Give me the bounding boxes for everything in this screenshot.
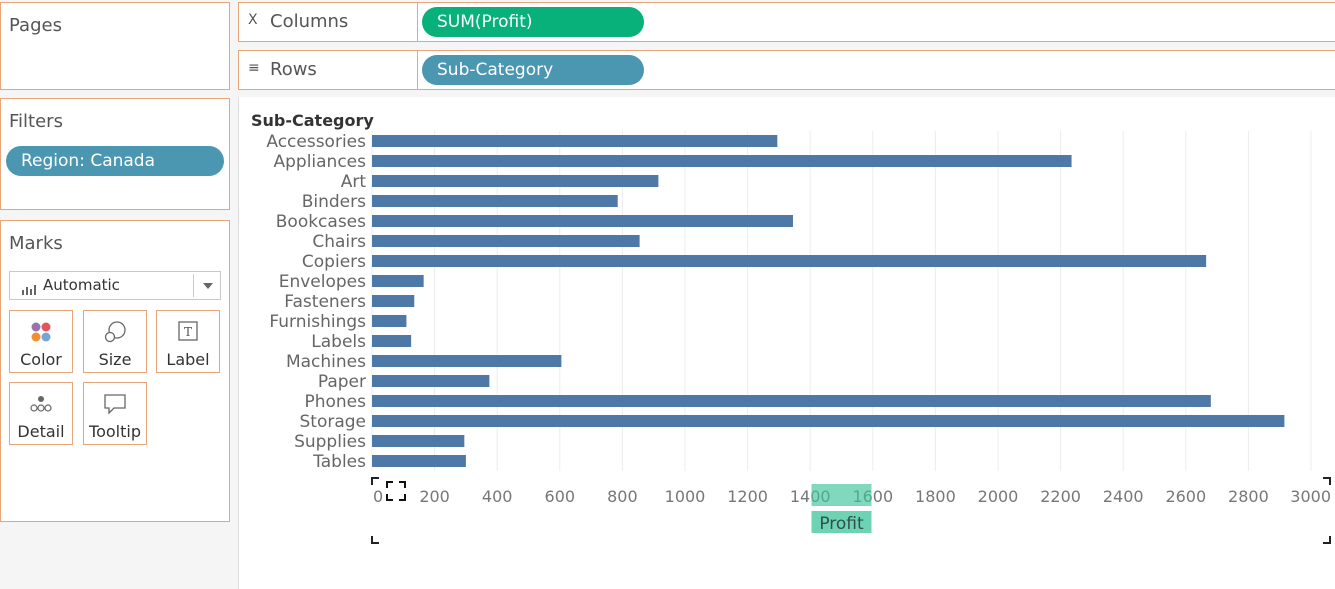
filters-panel: Filters Region: Canada — [0, 98, 230, 210]
bar[interactable] — [372, 275, 424, 287]
bar-chart: Sub-Category AccessoriesAppliancesArtBind… — [251, 111, 1331, 544]
viz-area: Sub-Category Accessories Appliances Art Bind… — [239, 97, 1335, 589]
bar[interactable] — [372, 455, 466, 467]
marks-panel: Marks Automatic Color Size T Label Detai… — [0, 220, 230, 522]
filters-title: Filters — [9, 111, 63, 132]
left-pane-divider — [238, 97, 239, 589]
category-label: Appliances — [273, 152, 366, 172]
bar[interactable] — [372, 395, 1211, 407]
x-tick-label: 1200 — [727, 487, 768, 506]
axis-title-highlight — [811, 511, 872, 533]
bar[interactable] — [372, 195, 618, 207]
rows-shelf[interactable]: ≡ Rows Sub-Category — [238, 50, 1335, 90]
category-label: Machines — [286, 352, 366, 372]
bar[interactable] — [372, 155, 1072, 167]
bar[interactable] — [372, 175, 659, 187]
category-label: Copiers — [302, 252, 366, 272]
columns-icon: Ⅹ — [248, 12, 258, 28]
category-label: Storage — [299, 412, 366, 432]
x-tick-label: 2800 — [1228, 487, 1269, 506]
category-label: Accessories — [266, 132, 366, 152]
x-tick-label: 600 — [545, 487, 576, 506]
category-label: Binders — [302, 192, 366, 212]
pages-title: Pages — [9, 15, 62, 36]
category-label: Labels — [311, 332, 366, 352]
label-card[interactable]: T Label — [156, 310, 220, 373]
bar[interactable] — [372, 215, 793, 227]
x-tick-label: 2400 — [1103, 487, 1144, 506]
columns-shelf-label: Ⅹ Columns — [239, 3, 418, 41]
mark-type-value: Automatic — [43, 276, 120, 294]
x-tick-label: 2600 — [1165, 487, 1206, 506]
category-label: Art — [341, 172, 367, 192]
color-card[interactable]: Color — [9, 310, 73, 373]
rows-icon: ≡ — [248, 60, 260, 76]
x-tick-label: 800 — [607, 487, 638, 506]
color-icon — [10, 319, 72, 345]
filter-pill-region[interactable]: Region: Canada — [6, 146, 224, 176]
category-label: Paper — [318, 372, 366, 392]
x-tick-label: 400 — [482, 487, 513, 506]
bar[interactable] — [372, 135, 778, 147]
x-tick-label: 1000 — [665, 487, 706, 506]
bar[interactable] — [372, 435, 465, 447]
selection-corner — [371, 536, 379, 544]
selection-corner — [371, 477, 379, 485]
columns-shelf[interactable]: Ⅹ Columns SUM(Profit) — [238, 2, 1335, 42]
bar[interactable] — [372, 315, 407, 327]
marks-title: Marks — [9, 233, 63, 254]
category-label: Fasteners — [284, 292, 366, 312]
svg-text:T: T — [184, 325, 192, 339]
detail-card[interactable]: Detail — [9, 382, 73, 445]
bar[interactable] — [372, 375, 490, 387]
category-label: Supplies — [294, 432, 366, 452]
size-icon — [84, 319, 146, 345]
x-tick-label: 0 — [373, 487, 383, 506]
x-tick-label: 1800 — [915, 487, 956, 506]
category-label: Furnishings — [269, 312, 366, 332]
x-axis-title: Profit — [819, 514, 864, 534]
size-card[interactable]: Size — [83, 310, 147, 373]
category-label: Phones — [304, 392, 366, 412]
dropdown-separator — [193, 274, 194, 297]
x-tick-label: 200 — [419, 487, 450, 506]
selection-corner — [1323, 477, 1331, 485]
label-icon: T — [157, 319, 219, 345]
bar[interactable] — [372, 335, 412, 347]
columns-pill-sum-profit[interactable]: SUM(Profit) — [422, 7, 644, 37]
tooltip-card[interactable]: Tooltip — [83, 382, 147, 445]
cursor-bracket-icon — [386, 481, 406, 501]
rows-shelf-label: ≡ Rows — [239, 51, 418, 89]
row-header: Sub-Category — [251, 111, 374, 130]
bar[interactable] — [372, 255, 1207, 267]
x-tick-label: 2000 — [978, 487, 1019, 506]
x-tick-label: 3000 — [1290, 487, 1331, 506]
mark-type-dropdown[interactable]: Automatic — [9, 271, 221, 300]
bar[interactable] — [372, 415, 1285, 427]
category-label: Bookcases — [276, 212, 366, 232]
x-tick-label: 2200 — [1040, 487, 1081, 506]
tooltip-icon — [84, 391, 146, 417]
bar[interactable] — [372, 235, 640, 247]
chevron-down-icon — [203, 283, 213, 289]
category-label: Envelopes — [279, 272, 366, 292]
detail-icon — [10, 391, 72, 417]
bar-chart-icon — [22, 280, 36, 299]
category-label: Tables — [312, 452, 366, 472]
selection-corner — [1323, 536, 1331, 544]
bar[interactable] — [372, 295, 415, 307]
category-label: Chairs — [312, 232, 366, 252]
axis-hover-highlight — [811, 484, 872, 506]
rows-pill-sub-category[interactable]: Sub-Category — [422, 55, 644, 85]
pages-panel: Pages — [0, 2, 230, 90]
bar[interactable] — [372, 355, 562, 367]
